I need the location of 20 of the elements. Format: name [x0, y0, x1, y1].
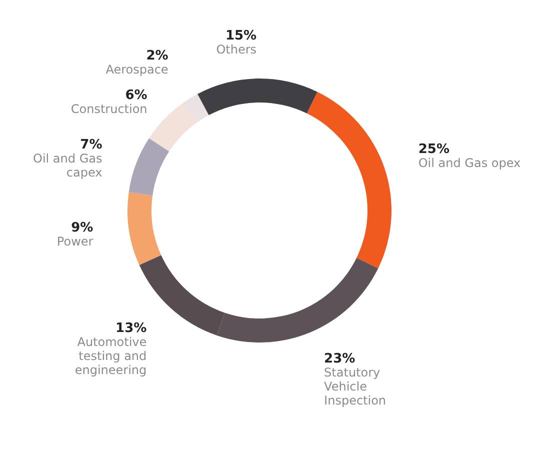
data-label: 13% — [116, 320, 147, 336]
slice-label: Aerospace — [106, 62, 168, 76]
donut-slice — [198, 78, 318, 116]
data-label: 15% — [225, 28, 257, 44]
slice-label: Oil and Gas opex — [418, 156, 521, 170]
slice-label: Construction — [70, 102, 148, 116]
donut-slice — [128, 138, 170, 196]
slice-label: Power — [56, 234, 94, 248]
data-label: 23% — [324, 352, 356, 367]
data-label: 2% — [146, 48, 168, 64]
slice-label: Others — [216, 42, 257, 57]
data-label: 6% — [125, 88, 148, 104]
slice-label: Statutory Vehicle Inspection — [324, 366, 386, 408]
data-label: 7% — [80, 137, 102, 152]
slice-label: Oil and Gas capex — [33, 151, 102, 180]
data-label: 9% — [71, 220, 94, 236]
data-label: 25% — [418, 142, 450, 157]
donut-slice — [128, 192, 162, 266]
slice-label: Automotive testing and engineering — [74, 334, 147, 377]
donut-slice — [306, 92, 392, 268]
